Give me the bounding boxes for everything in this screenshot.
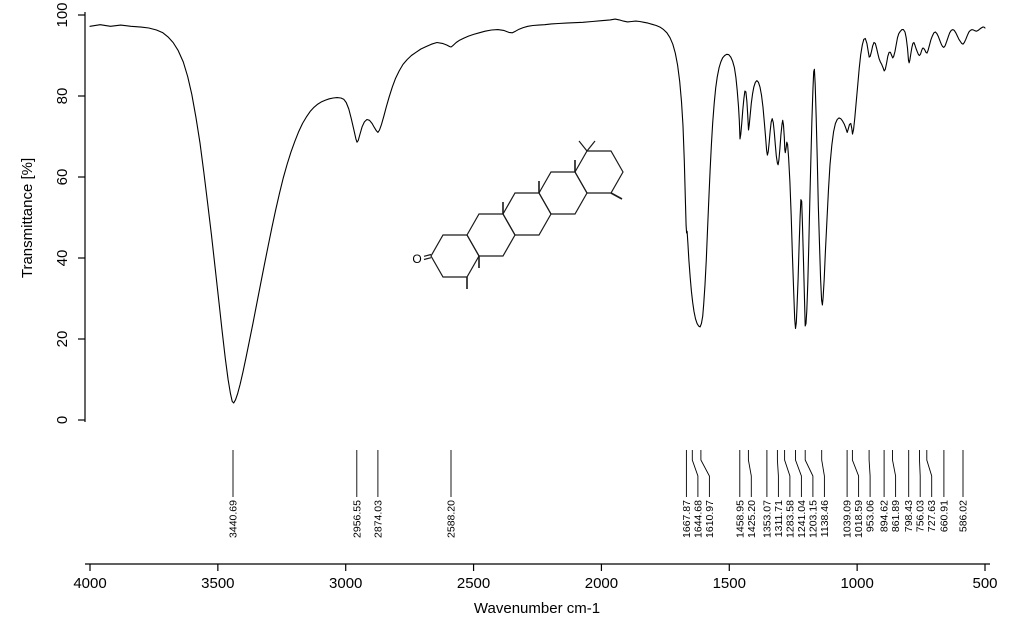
peak-label: 1241.04 (796, 500, 808, 538)
x-tick-label: 4000 (73, 575, 106, 592)
peak-label: 1425.20 (746, 500, 758, 538)
ring-b (466, 213, 516, 257)
x-tick-label: 1000 (840, 575, 873, 592)
y-tick-label: 60 (54, 169, 71, 186)
axes: 0 20 40 60 80 100 4000 3500 3000 2500 2000 1500 1000… (54, 2, 998, 592)
peak-leader-line (821, 450, 825, 497)
ring-e (574, 150, 624, 194)
peak-leader-line (784, 450, 791, 497)
x-tick-label: 1500 (713, 575, 746, 592)
y-tick-label: 20 (54, 331, 71, 348)
molecule-structure: O (412, 140, 624, 289)
y-tick-label: 100 (54, 2, 71, 27)
peak-label: 1039.09 (842, 500, 854, 538)
peak-leader-line (795, 450, 802, 497)
ketone-double-bond (423, 257, 432, 261)
x-axis-title: Wavenumber cm-1 (474, 600, 600, 617)
peak-label: 1283.58 (784, 500, 796, 538)
peak-label: 3440.69 (228, 500, 240, 538)
peak-leader-line (851, 450, 860, 497)
peak-label: 1458.95 (734, 500, 746, 538)
peak-label: 894.62 (879, 500, 891, 532)
x-tick-label: 2000 (585, 575, 618, 592)
peak-label: 2588.20 (446, 500, 458, 538)
peak-leader-line (776, 450, 779, 497)
peak-label: 2956.55 (351, 500, 363, 538)
peak-leader-line (926, 450, 933, 497)
peak-leader-line (868, 450, 871, 497)
peak-label: 1138.46 (819, 500, 831, 537)
peak-label: 1203.15 (807, 500, 819, 538)
peak-label: 756.03 (915, 500, 927, 532)
y-axis-title: Transmittance [%] (19, 158, 36, 278)
y-tick-label: 80 (54, 88, 71, 105)
x-tick-label: 2500 (457, 575, 490, 592)
y-tick-label: 40 (54, 250, 71, 267)
peak-label: 1610.97 (704, 500, 716, 538)
ketone-double-bond (423, 253, 432, 257)
peak-label: 1644.68 (692, 500, 704, 538)
peak-label: 660.91 (938, 500, 950, 532)
peak-label: 586.02 (958, 500, 970, 532)
peak-label: 1353.07 (761, 500, 773, 538)
peak-label: 1311.71 (773, 500, 785, 537)
x-tick-label: 500 (972, 575, 997, 592)
peak-label: 2874.03 (372, 500, 384, 538)
peak-leader-line (747, 450, 752, 497)
peak-leader-line (919, 450, 921, 497)
ring-a (430, 234, 480, 278)
y-tick-label: 0 (54, 416, 71, 424)
peak-leader-line (892, 450, 897, 497)
peak-label: 727.63 (926, 500, 938, 532)
peak-leader-line (700, 450, 710, 497)
x-tick-label: 3500 (201, 575, 234, 592)
peak-label: 1667.87 (681, 500, 693, 538)
peak-leader-line (804, 450, 814, 497)
peak-label: 953.06 (865, 500, 877, 532)
x-tick-label: 3000 (329, 575, 362, 592)
ketone-oxygen-label: O (412, 252, 421, 266)
peak-annotations: 3440.69 2956.55 2874.03 2588.20 1667.87 1644.… (228, 450, 970, 538)
peak-leader-line (691, 450, 699, 497)
peak-label: 861.89 (890, 500, 902, 532)
spectrum-curve (89, 18, 986, 404)
methyl-bond (610, 192, 623, 200)
peak-label: 1018.59 (853, 500, 865, 538)
gem-dimethyl-bond (578, 140, 588, 152)
ring-c (502, 192, 552, 236)
gem-dimethyl-bond (586, 140, 596, 152)
peak-label: 798.43 (903, 500, 915, 532)
ring-d (538, 171, 588, 215)
